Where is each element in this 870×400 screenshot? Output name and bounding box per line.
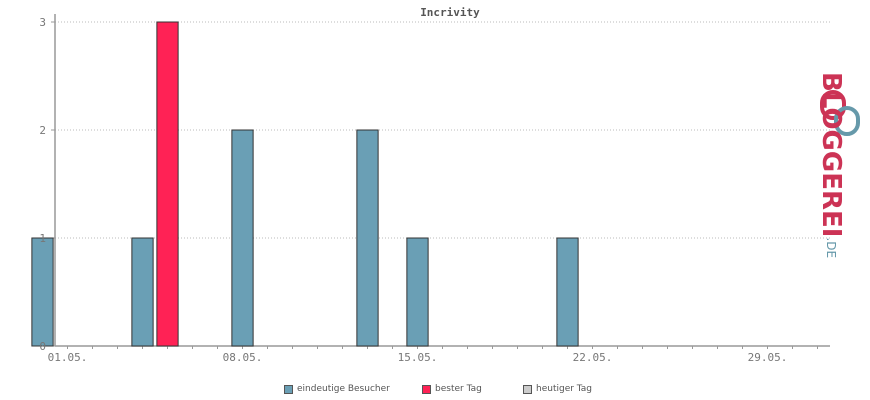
bar: [131, 237, 154, 347]
brand-name: BLOGGEREI: [816, 72, 846, 238]
y-tick-label: 0: [39, 340, 46, 353]
x-tick-label: 08.05.: [223, 351, 263, 364]
tick-labels: 0 1 2 3 01.05. 08.05. 15.05. 22.05. 29.05.: [39, 16, 787, 364]
legend-swatch-best-day: [422, 384, 431, 394]
bar: [356, 129, 379, 347]
legend-item-best-day: bester Tag: [422, 384, 482, 394]
bloggerei-logo-icon: [820, 90, 860, 136]
legend-swatch-today: [523, 384, 532, 394]
brand-tld: .DE: [824, 237, 838, 259]
bars: [31, 21, 579, 347]
bar: [31, 237, 54, 347]
x-tick-label: 22.05.: [573, 351, 613, 364]
brand-wordmark: BLOGGEREI.DE: [816, 72, 846, 258]
bar: [406, 237, 429, 347]
bar: [556, 237, 579, 347]
x-tick-label: 01.05.: [48, 351, 88, 364]
legend-label-visitors: eindeutige Besucher: [297, 384, 390, 394]
y-tick-label: 2: [39, 124, 46, 137]
x-tick-label: 29.05.: [748, 351, 788, 364]
y-tick-label: 1: [39, 232, 46, 245]
legend-label-today: heutiger Tag: [536, 384, 593, 394]
legend-item-visitors: eindeutige Besucher: [284, 384, 390, 394]
x-tick-label: 15.05.: [398, 351, 438, 364]
legend-item-today: heutiger Tag: [523, 384, 592, 394]
bar: [231, 129, 254, 347]
legend-label-best-day: bester Tag: [435, 384, 482, 394]
legend-swatch-visitors: [284, 384, 293, 394]
bar: [156, 21, 179, 347]
axes: [51, 14, 830, 349]
legend: eindeutige Besucher bester Tag heutiger …: [0, 384, 870, 400]
chart-title: Incrivity: [420, 6, 480, 19]
y-tick-label: 3: [39, 16, 46, 29]
grid-lines: [55, 21, 830, 239]
